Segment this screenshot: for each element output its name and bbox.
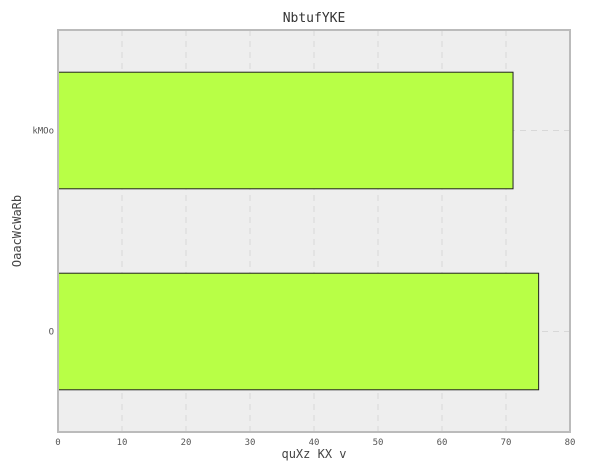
bar-kMOo [57,71,514,190]
x-ticks: 0 10 20 30 40 50 60 70 80 [55,438,575,448]
x-tick-label: 50 [373,438,384,448]
chart-title: NbtufYKE [283,11,346,26]
x-tick-label: 40 [309,438,320,448]
x-tick-label: 20 [181,438,192,448]
y-axis-label: OaacWcWaRb [10,195,24,267]
x-tick-label: 10 [117,438,128,448]
bars [57,71,540,391]
x-tick-label: 70 [501,438,512,448]
x-tick-label: 0 [55,438,60,448]
bar-O [57,272,540,391]
x-tick-label: 60 [437,438,448,448]
x-tick-label: 30 [245,438,256,448]
x-axis-label: quXz KX v [281,447,346,461]
y-tick-label: O [49,328,54,338]
plot-frame [57,29,571,433]
y-tick-label: kMOo [32,127,54,137]
x-tick-label: 80 [565,438,576,448]
